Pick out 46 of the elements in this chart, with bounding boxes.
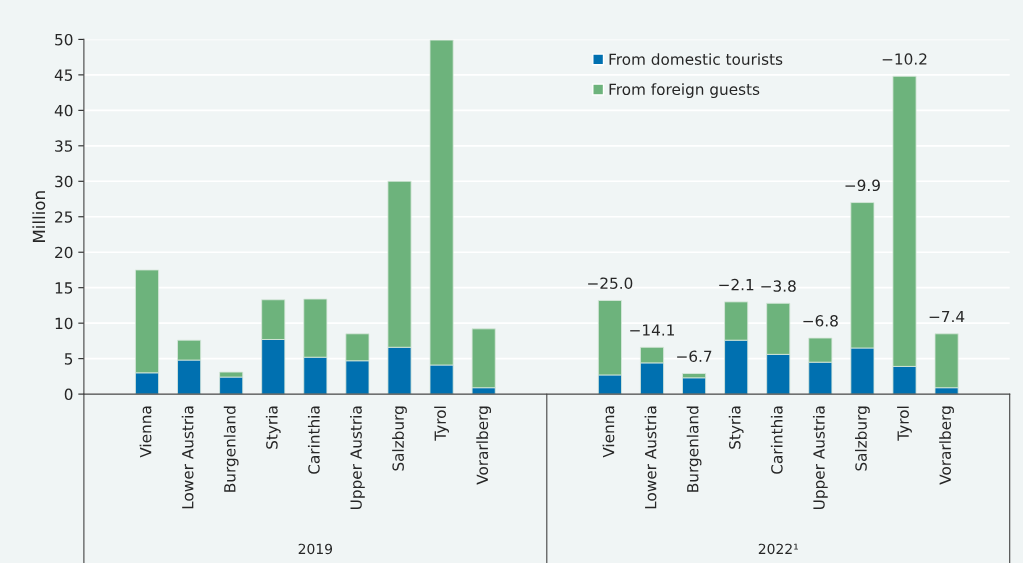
x-tick-label: Tyrol xyxy=(897,406,912,441)
annotation: −10.2 xyxy=(882,53,927,65)
x-tick-label: Lower Austria xyxy=(181,406,194,509)
x-tick-label: Burgenland xyxy=(686,406,702,492)
y-tick-label: 5 xyxy=(64,353,73,365)
bar xyxy=(934,333,959,389)
x-tick-label: Salzburg xyxy=(392,406,407,471)
y-tick-label: 30 xyxy=(55,175,73,188)
x-tick-label: Styria xyxy=(265,406,281,449)
annotation: −9.9 xyxy=(845,179,880,192)
annotation: −6.8 xyxy=(803,315,838,327)
x-tick-label: Upper Austria xyxy=(350,406,365,509)
x-tick-label: Lower Austria xyxy=(644,406,657,509)
bar xyxy=(682,377,707,395)
y-tick-label: 45 xyxy=(54,69,73,81)
bar xyxy=(471,328,496,389)
x-tick-label: Styria xyxy=(728,406,744,449)
annotation: −6.7 xyxy=(677,350,712,363)
y-tick-label: 10 xyxy=(55,317,73,330)
x-tick-label: Vienna xyxy=(139,406,152,458)
x-tick-label: Vorarlberg xyxy=(476,406,492,485)
x-tick-label: Burgenland xyxy=(223,406,239,492)
x-tick-label: Salzburg xyxy=(855,406,870,471)
annotation: −3.8 xyxy=(761,280,796,292)
x-tick-label: Carinthia xyxy=(307,406,320,474)
y-tick-label: 40 xyxy=(54,104,73,117)
legend-label: From foreign guests xyxy=(609,83,760,99)
annotation: −14.1 xyxy=(630,324,674,336)
y-tick-label: 25 xyxy=(55,211,73,223)
text: 2019 xyxy=(298,543,333,555)
y-tick-label: 15 xyxy=(55,282,73,294)
y-axis-title: Million xyxy=(32,191,46,242)
legend-label: From domestic tourists xyxy=(609,53,783,65)
x-tick-label: Vienna xyxy=(602,406,615,458)
annotation: −7.4 xyxy=(929,310,965,323)
y-tick-label: 0 xyxy=(64,388,73,401)
annotation: −25.0 xyxy=(588,277,633,289)
x-tick-label: Carinthia xyxy=(770,406,783,474)
text: 2022¹ xyxy=(758,543,798,555)
y-tick-label: 20 xyxy=(55,246,73,259)
x-tick-label: Tyrol xyxy=(434,406,449,441)
y-tick-label: 50 xyxy=(55,33,73,46)
annotation: −2.1 xyxy=(719,278,754,291)
y-tick-label: 35 xyxy=(55,140,73,152)
x-tick-label: Upper Austria xyxy=(812,406,828,509)
x-tick-label: Vorarlberg xyxy=(939,406,954,485)
